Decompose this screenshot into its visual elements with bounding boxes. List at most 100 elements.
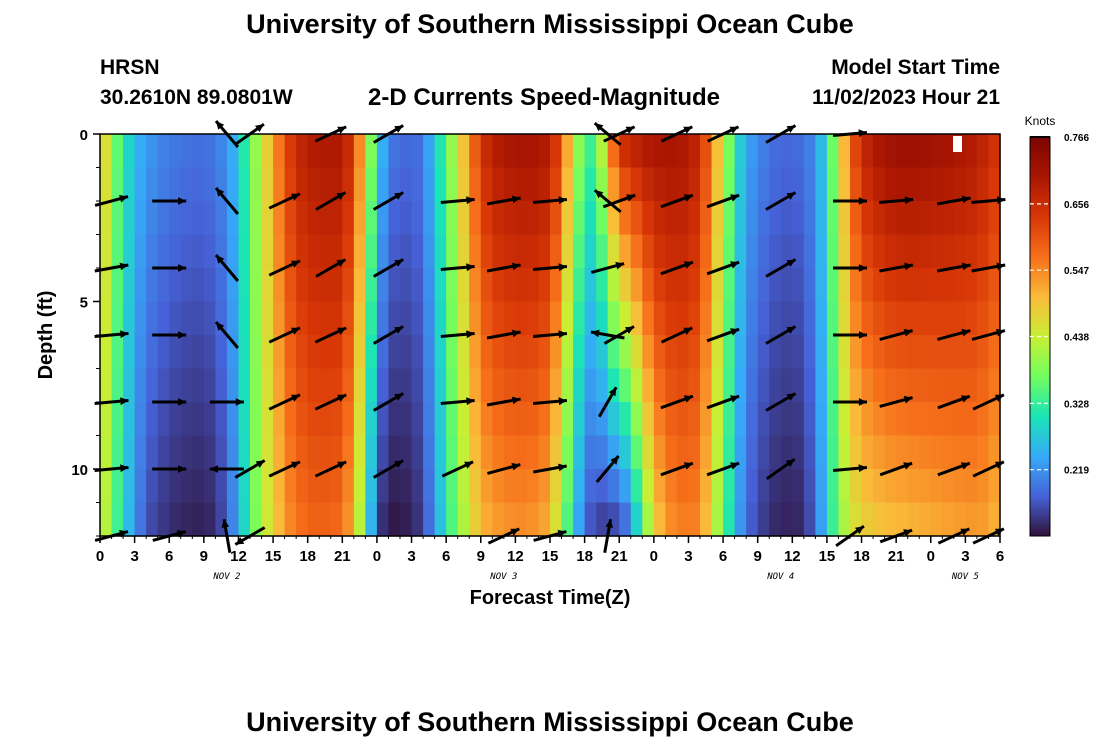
heat-cell [457, 402, 470, 437]
heat-cell [607, 335, 620, 370]
heat-cell [411, 134, 424, 169]
heat-cell [353, 402, 366, 437]
heat-cell [723, 402, 736, 437]
heat-cell [330, 402, 343, 437]
heat-cell [873, 402, 886, 437]
x-tick-label: 6 [442, 548, 450, 565]
heat-cell [423, 268, 436, 303]
heat-cell [884, 234, 897, 269]
heat-cell [111, 301, 124, 336]
heat-cell [388, 335, 401, 370]
heat-cell [861, 402, 874, 437]
heat-cell [850, 335, 863, 370]
heat-cell [480, 167, 493, 202]
heat-cell [226, 502, 240, 537]
heat-cell [296, 402, 309, 437]
heat-cell [607, 234, 620, 269]
heat-cell [965, 268, 978, 303]
heat-cell [861, 167, 874, 202]
heat-cell [180, 435, 193, 470]
vector-head [594, 123, 604, 132]
heat-cell [642, 301, 655, 336]
heat-cell [342, 435, 355, 470]
heat-cell [792, 301, 805, 336]
heat-cell [446, 368, 459, 403]
heat-cell [942, 402, 955, 437]
heat-cell [180, 301, 193, 336]
heat-cell [919, 201, 932, 236]
heat-cell [711, 435, 724, 470]
y-axis: 0 5 10 [71, 127, 100, 537]
heat-cell [884, 502, 897, 537]
current-vector [660, 326, 693, 344]
heat-cell [826, 402, 840, 437]
heat-cell [884, 402, 897, 437]
heat-cell [446, 402, 459, 437]
heat-cell [757, 268, 770, 303]
current-vector [486, 396, 521, 407]
heat-cell [203, 335, 216, 370]
heat-cell [584, 402, 597, 437]
heat-cell [665, 402, 678, 437]
heat-cell [988, 402, 1001, 437]
heat-cell [826, 201, 840, 236]
vector-head [510, 528, 520, 536]
heat-cell [376, 402, 390, 437]
heat-cell [711, 301, 724, 336]
heat-cell [226, 368, 240, 403]
heat-cell [365, 435, 378, 470]
heat-cell [653, 301, 666, 336]
heat-cell [273, 268, 286, 303]
current-vector [602, 193, 636, 209]
heat-cell [526, 201, 540, 236]
heat-cell [688, 469, 701, 504]
heat-cell [503, 435, 516, 470]
heat-cell [365, 167, 378, 202]
current-vector [532, 330, 568, 339]
vector-head [216, 255, 225, 264]
heat-cell [526, 502, 540, 537]
heat-cell [988, 368, 1001, 403]
x-tick-label: 6 [996, 548, 1004, 565]
current-vector [486, 329, 521, 340]
heat-cell [584, 134, 597, 169]
heat-cell [457, 502, 470, 537]
heat-cell [780, 134, 793, 169]
heat-cell [319, 167, 332, 202]
heat-cell [238, 368, 251, 403]
heat-cell [515, 402, 528, 437]
heat-cell [907, 234, 920, 269]
heat-cell [711, 368, 724, 403]
heat-cell [919, 402, 932, 437]
heat-cell [988, 435, 1001, 470]
heat-cell [169, 502, 182, 537]
heat-cell [746, 201, 759, 236]
heat-cell [550, 167, 563, 202]
heat-cell [319, 402, 332, 437]
heat-cell [100, 402, 113, 437]
vector-head [858, 129, 867, 138]
heat-cell [607, 402, 620, 437]
heat-cell [411, 402, 424, 437]
vector-head [291, 193, 300, 201]
heat-cell [815, 301, 828, 336]
heat-cell [723, 134, 736, 169]
heat-cell [100, 435, 113, 470]
heat-cell [457, 201, 470, 236]
heat-cell [769, 502, 782, 537]
heat-cell [250, 402, 263, 437]
heat-cell [261, 368, 274, 403]
heat-cell [942, 301, 955, 336]
heat-cell [803, 134, 816, 169]
heat-cell [792, 335, 805, 370]
vector-head [464, 461, 474, 469]
heat-cell [861, 234, 874, 269]
heat-cell [711, 134, 724, 169]
heat-cell [192, 234, 205, 269]
heat-cell [203, 368, 216, 403]
heat-cell [434, 335, 447, 370]
vector-head [961, 262, 971, 271]
heat-cell [146, 268, 159, 303]
heat-cell [688, 335, 701, 370]
heat-cell [538, 469, 551, 504]
